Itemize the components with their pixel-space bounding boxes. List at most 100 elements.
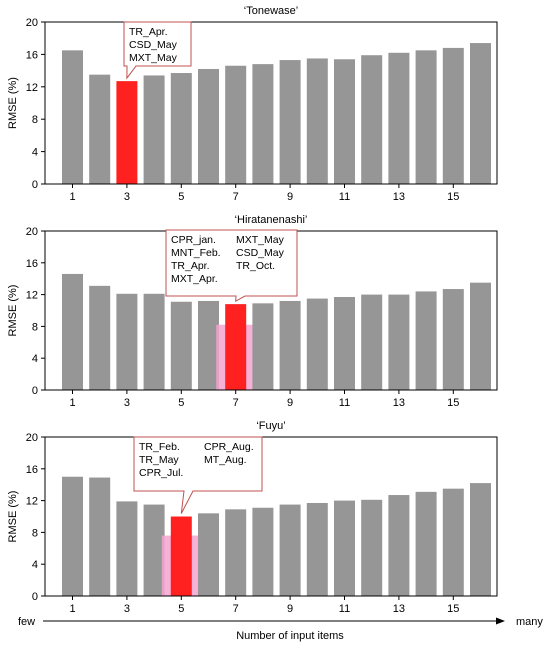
few-label: few [18,616,35,628]
bar [116,293,138,390]
bar [225,509,247,596]
x-tick-label: 15 [447,191,459,203]
bar [198,513,219,596]
y-tick-label: 20 [26,17,38,29]
bar [470,282,491,390]
x-tick-label: 1 [69,191,75,203]
x-tick-label: 15 [447,397,459,409]
x-tick-label: 5 [178,397,184,409]
bar [442,488,464,596]
y-tick-label: 16 [26,464,38,476]
bar [415,50,437,184]
x-tick-label: 13 [393,191,405,203]
bar [116,501,138,596]
y-tick-label: 0 [32,385,38,397]
callout-label: MT_Aug. [204,454,247,466]
bar [279,60,301,184]
y-tick-label: 20 [26,432,38,444]
bar [442,47,464,184]
x-tick-label: 3 [124,603,130,615]
bar [89,477,111,596]
bar [62,50,83,184]
y-axis-label: RMSE (%) [7,491,19,543]
x-tick-label: 11 [339,191,350,203]
bar [361,499,383,596]
bar [143,504,165,596]
direction-arrow-head [496,617,505,625]
y-tick-label: 16 [26,49,38,61]
bar [225,65,247,184]
y-tick-label: 4 [32,147,38,159]
x-tick-label: 9 [287,603,293,615]
bar [361,294,383,390]
x-tick-label: 5 [178,191,184,203]
bar [415,291,437,390]
bar [198,300,219,390]
chart-title: ‘Tonewase’ [244,5,298,17]
bar [62,273,83,390]
callout-label: TR_May [139,454,179,466]
highlighted-bar [225,304,247,390]
x-tick-label: 1 [69,603,75,615]
y-tick-label: 0 [32,179,38,191]
highlighted-bar [170,516,192,596]
y-tick-label: 0 [32,591,38,603]
bar [252,507,274,596]
bar [62,476,83,596]
callout-box [133,436,263,514]
plot-frame [44,21,498,185]
y-tick-label: 12 [26,496,38,508]
chart-title: ‘Fuyu’ [256,420,285,432]
bar [306,58,328,185]
x-tick-label: 9 [287,191,293,203]
y-tick-label: 12 [26,82,38,94]
x-tick-label: 7 [233,397,239,409]
bar [334,59,355,185]
y-tick-label: 8 [32,114,38,126]
bar [198,68,219,184]
callout-label: MXT_Apr. [171,273,218,285]
callout-box [123,21,192,80]
footer: few many Number of input items [18,616,543,642]
callout-label: TR_Feb. [139,441,180,453]
y-axis-label: RMSE (%) [7,77,19,129]
x-tick-label: 9 [287,397,293,409]
bar [470,43,491,185]
bar [89,285,111,390]
bar [252,64,274,184]
bar [415,491,437,596]
bar [442,289,464,390]
bar [334,500,355,596]
x-tick-label: 15 [447,603,459,615]
y-tick-label: 8 [32,527,38,539]
y-tick-label: 4 [32,559,38,571]
bar [361,55,383,185]
bar [170,73,192,184]
x-tick-label: 5 [178,603,184,615]
y-tick-label: 8 [32,321,38,333]
callout-label: MXT_May [129,52,178,64]
bar [306,298,328,390]
bar [470,483,491,596]
x-tick-label: 11 [339,397,350,409]
bar [388,52,410,184]
x-tick-label: 11 [339,603,350,615]
y-axis-label: RMSE (%) [7,285,19,337]
bar [279,504,301,596]
y-tick-label: 12 [26,290,38,302]
callout-label: CSD_May [129,39,178,51]
callout-label: TR_Apr. [129,26,168,38]
y-tick-label: 16 [26,258,38,270]
bar [143,293,165,390]
highlighted-bar [116,81,138,184]
bar [388,294,410,390]
x-tick-label: 3 [124,191,130,203]
x-tick-label: 1 [69,397,75,409]
bar [388,495,410,596]
bar [334,296,355,390]
